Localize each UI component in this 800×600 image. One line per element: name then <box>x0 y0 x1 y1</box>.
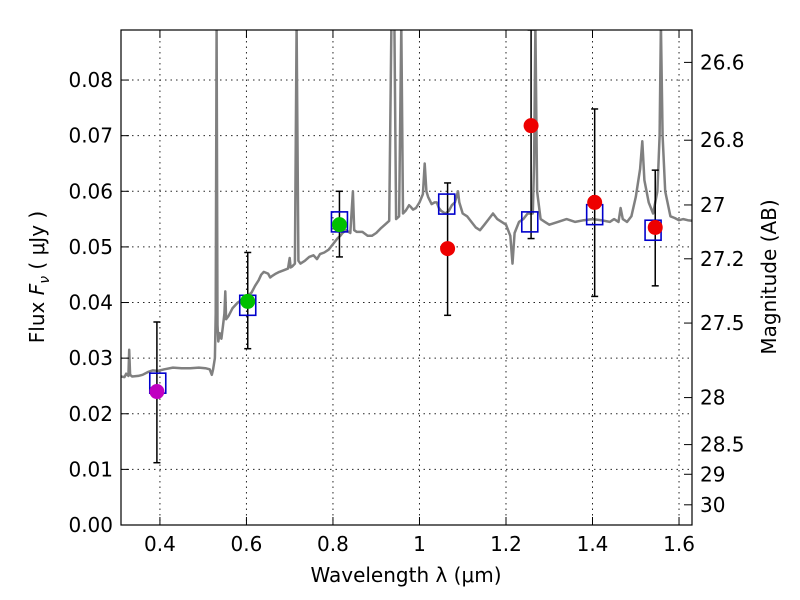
y-axis-label-subscript: ν <box>37 276 53 284</box>
x-tick-label: 0.4 <box>144 532 176 556</box>
magnitude-tick-label: 26.8 <box>700 128 745 152</box>
x-tick-label: 1.4 <box>577 532 609 556</box>
observation-point <box>523 118 539 134</box>
magnitude-tick-label: 26.6 <box>700 50 745 74</box>
y-tick-label: 0.06 <box>68 179 113 203</box>
observation-point <box>149 384 165 400</box>
magnitude-tick-label: 28 <box>700 386 725 410</box>
y-tick-label: 0.03 <box>68 346 113 370</box>
y-tick-label: 0.07 <box>68 124 113 148</box>
magnitude-tick-label: 28.5 <box>700 433 745 457</box>
model-band-box <box>437 193 456 215</box>
observation-point <box>240 293 256 309</box>
x-axis-label: Wavelength λ (μm) <box>310 563 501 587</box>
x-tick-label: 1 <box>413 532 426 556</box>
x-tick-label: 0.6 <box>231 532 263 556</box>
magnitude-tick-label: 27.2 <box>700 247 745 271</box>
observation-point <box>440 241 456 257</box>
y-tick-label: 0.00 <box>68 513 113 537</box>
y-tick-label: 0.08 <box>68 68 113 92</box>
magnitude-tick-label: 30 <box>700 493 725 517</box>
x-tick-label: 1.6 <box>663 532 695 556</box>
plot-frame <box>120 29 693 526</box>
observation-layer <box>149 118 663 400</box>
observation-point <box>587 194 603 210</box>
y-axis-label-symbol: F <box>25 283 49 295</box>
model-band-box <box>520 211 539 233</box>
spectrum-layer <box>121 30 692 379</box>
y-tick-label: 0.04 <box>68 291 113 315</box>
grid-lines <box>121 30 692 526</box>
y-axis-label: Flux Fν ( μJy ) <box>25 211 53 343</box>
y-tick-label: 0.01 <box>68 457 113 481</box>
observation-point <box>647 219 663 235</box>
axis-ticks: 0.4 0.6 0.8 1 1.2 1.4 1.6 0.00 0.01 0.02 0.03 0.04 0… <box>68 30 745 556</box>
y-tick-label: 0.02 <box>68 402 113 426</box>
magnitude-tick-label: 29 <box>700 462 725 486</box>
magnitude-tick-label: 27.5 <box>700 311 745 335</box>
x-tick-label: 0.8 <box>317 532 349 556</box>
observation-point <box>331 217 347 233</box>
magnitude-axis-label: Magnitude (AB) <box>757 199 781 354</box>
magnitude-tick-label: 27 <box>700 193 725 217</box>
model-spectrum-line <box>121 30 692 379</box>
model-box-layer <box>148 193 662 394</box>
x-tick-label: 1.2 <box>490 532 522 556</box>
y-tick-label: 0.05 <box>68 235 113 259</box>
y-axis-label-suffix: ( μJy ) <box>25 211 49 276</box>
y-axis-label-prefix: Flux <box>25 295 49 343</box>
errorbar-layer <box>153 30 659 464</box>
